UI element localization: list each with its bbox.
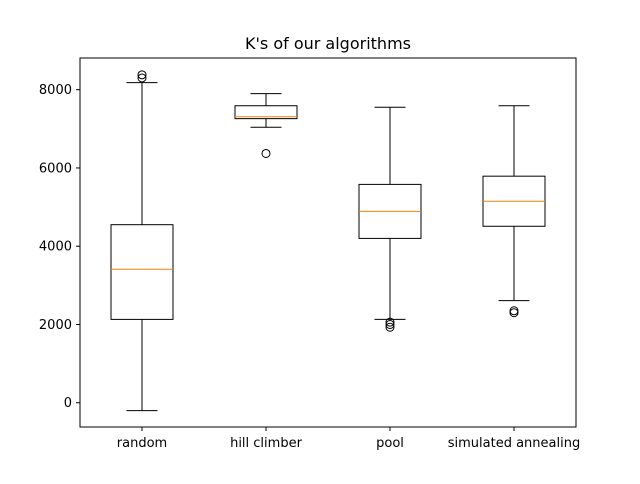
box-plot-1: [110, 70, 174, 412]
outlier-point: [385, 317, 395, 327]
y-axis: 0 2000 4000 6000 8000: [39, 83, 80, 411]
x-tick-label: hill climber: [230, 436, 302, 451]
x-tick-label: pool: [376, 436, 404, 451]
box-iqr: [234, 105, 298, 120]
x-axis: random hill climber pool simulated annealin…: [117, 427, 580, 451]
y-tick-label: 0: [64, 396, 72, 411]
plot-area-frame: [79, 57, 577, 428]
y-tick-label: 4000: [39, 240, 72, 255]
outlier-point: [137, 70, 147, 80]
outlier-point: [385, 322, 395, 332]
outlier-point: [509, 306, 519, 316]
y-tick-label: 2000: [39, 318, 72, 333]
x-tick-label: simulated annealing: [448, 436, 580, 451]
outlier-point: [137, 73, 147, 83]
x-tick-label: random: [117, 436, 167, 451]
box-plot-3: [358, 106, 422, 332]
y-tick-label: 6000: [39, 161, 72, 176]
outlier-point: [385, 319, 395, 329]
y-tick-label: 8000: [39, 83, 72, 98]
box-iqr: [110, 224, 174, 320]
chart-title: K's of our algorithms: [245, 34, 411, 53]
box-plot-4: [482, 105, 546, 318]
outlier-point: [261, 148, 271, 158]
box-plots: [110, 70, 546, 412]
box-plot-2: [234, 93, 298, 158]
